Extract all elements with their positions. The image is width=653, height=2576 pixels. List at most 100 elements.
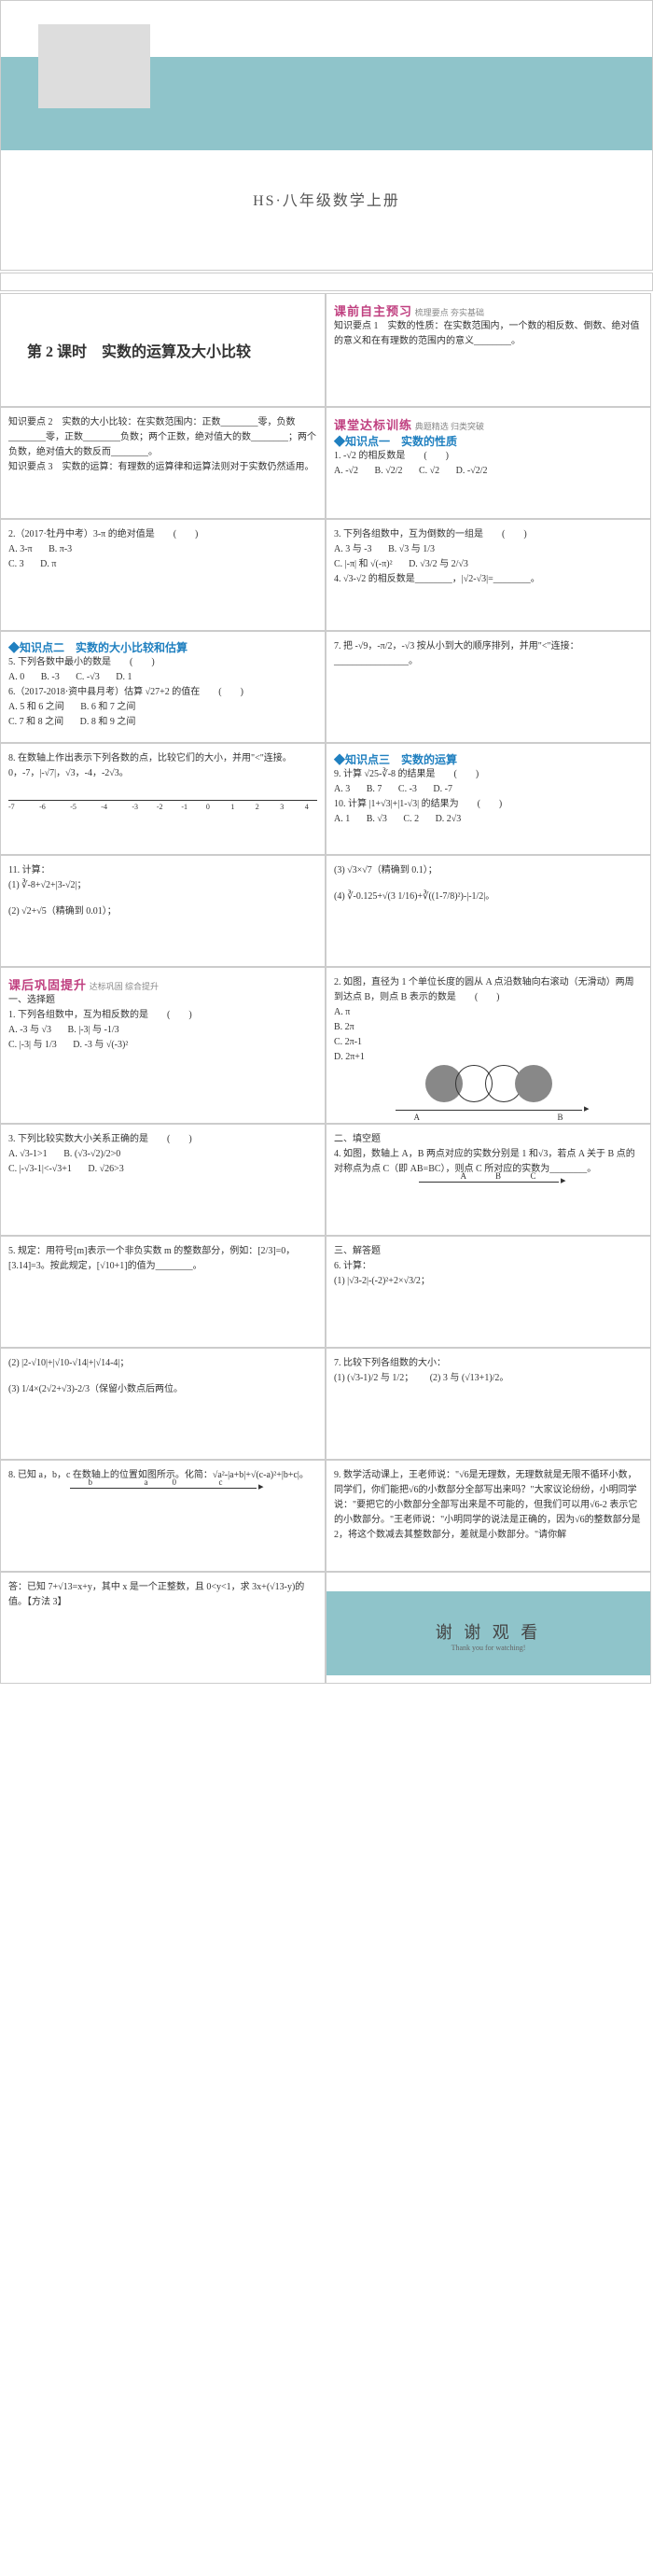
q9-b: B. 7 [367,782,382,797]
kp2-slide: 知识要点 2 实数的大小比较：在实数范围内：正数________零，负数____… [0,407,326,519]
q5-b: B. -3 [41,670,60,685]
q2-b: B. π-3 [49,542,72,557]
preclass-header: 课前自主预习 [334,304,412,318]
q5-q6-slide: ◆知识点二 实数的大小比较和估算 5. 下列各数中最小的数是 ( ) A. 0 … [0,631,326,743]
q9-d: D. -7 [433,782,452,797]
title-slide: HS·八年级数学上册 [0,0,653,271]
q9-c: C. -3 [398,782,417,797]
kp2-text: 知识要点 2 实数的大小比较：在实数范围内：正数________零，负数____… [8,415,317,460]
pq5-slide: 5. 规定：用符号[m]表示一个非负实数 m 的整数部分，例如：[2/3]=0，… [0,1236,326,1348]
pq1-c: C. |-3| 与 1/3 [8,1038,57,1053]
lesson-title: 第 2 课时 实数的运算及大小比较 [8,301,317,399]
abc-axis-2: b a 0 c [70,1488,257,1489]
preclass-slide: 课前自主预习 梳理要点 夯实基础 知识要点 1 实数的性质：在实数范围内，一个数… [326,293,651,407]
q1-b: B. √2/2 [375,464,403,479]
pq6-23-slide: (2) |2-√10|+|√10-√14|+|√14-4|； (3) 1/4×(… [0,1348,326,1460]
q10-stem: 10. 计算 |1+√3|+|1-√3| 的结果为 ( ) [334,797,643,812]
q11-34-slide: (3) √3×√7（精确到 0.1）； (4) ∛-0.125+√(3 1/16… [326,855,651,967]
pq3-b: B. (√3-√2)/2>0 [63,1147,120,1162]
q5-d: D. 1 [116,670,132,685]
pq3-a: A. √3-1>1 [8,1147,48,1162]
q11-12-slide: 11. 计算： (1) ∛-8+√2+|3-√2|； (2) √2+√5（精确到… [0,855,326,967]
post-header: 课后巩固提升 [8,978,87,992]
pq1-b: B. |-3| 与 -1/3 [68,1023,119,1038]
pq7-p1: (1) (√3-1)/2 与 1/2； [334,1371,413,1386]
q10-a: A. 1 [334,812,350,827]
abc-axis: A B C [419,1182,559,1183]
thanks-sub: Thank you for watching! [326,1644,650,1652]
q2-stem: 2.（2017·牡丹中考）3-π 的绝对值是 ( ) [8,527,317,542]
q2-a: A. 3-π [8,542,33,557]
kpt3-label: ◆知识点三 实数的运算 [334,751,643,767]
q1-d: D. -√2/2 [456,464,488,479]
pq8-slide: 8. 已知 a，b，c 在数轴上的位置如图所示。化简：√a²-|a+b|+√(c… [0,1460,326,1572]
kp3-text: 知识要点 3 实数的运算：有理数的运算律和运算法则对于实数仍然适用。 [8,460,317,475]
q1-c: C. √2 [419,464,439,479]
exercise-header: 课堂达标训练 [334,418,412,432]
pq4-text: 4. 如图，数轴上 A，B 两点对应的实数分别是 1 和√3，若点 A 关于 B… [334,1147,643,1177]
sec3-label: 三、解答题 [334,1244,643,1259]
q11-stem: 11. 计算： [8,863,317,878]
q3-d: D. √3/2 与 2/√3 [409,557,468,572]
q10-c: C. 2 [403,812,419,827]
pq2-slide: 2. 如图，直径为 1 个单位长度的圆从 A 点沿数轴向右滚动（无滑动）两周到达… [326,967,651,1124]
q9-a: A. 3 [334,782,350,797]
q1-a: A. -√2 [334,464,358,479]
exercise-sub: 典题精选 归类突破 [415,422,484,431]
kp1-text: 知识要点 1 实数的性质：在实数范围内，一个数的相反数、倒数、绝对值的意义和在有… [334,319,643,349]
pq1-stem: 1. 下列各组数中，互为相反数的是 ( ) [8,1008,317,1023]
q2-slide: 2.（2017·牡丹中考）3-π 的绝对值是 ( ) A. 3-π B. π-3… [0,519,326,631]
q6-d: D. 8 和 9 之间 [80,715,136,730]
pq6-slide: 三、解答题 6. 计算： (1) |√3-2|-(-2)²+2×√3/2； [326,1236,651,1348]
pq6-p1: (1) |√3-2|-(-2)²+2×√3/2； [334,1274,643,1289]
lesson-title-slide: 第 2 课时 实数的运算及大小比较 [0,293,326,407]
pq4-slide: 二、填空题 4. 如图，数轴上 A，B 两点对应的实数分别是 1 和√3，若点 … [326,1124,651,1236]
pq2-d: D. 2π+1 [334,1050,365,1065]
pq2-b: B. 2π [334,1020,354,1035]
q8-slide: 8. 在数轴上作出表示下列各数的点，比较它们的大小，并用"<"连接。 0，-7，… [0,743,326,855]
thanks-slide: 谢 谢 观 看 Thank you for watching! [326,1572,651,1684]
q8-stem: 8. 在数轴上作出表示下列各数的点，比较它们的大小，并用"<"连接。 [8,751,317,766]
pq9-text: 9. 数学活动课上，王老师说："√6是无理数，无理数就是无限不循环小数，同学们，… [334,1468,643,1543]
pq3-d: D. √26>3 [88,1162,123,1177]
pq5-text: 5. 规定：用符号[m]表示一个非负实数 m 的整数部分，例如：[2/3]=0，… [8,1244,317,1274]
q7-slide: 7. 把 -√9，-π/2，-√3 按从小到大的顺序排列，并用"<"连接：___… [326,631,651,743]
rolling-circle-figure: AB [334,1065,643,1111]
q5-c: C. -√3 [76,670,100,685]
q5-a: A. 0 [8,670,24,685]
pq3-slide: 3. 下列比较实数大小关系正确的是 ( ) A. √3-1>1 B. (√3-√… [0,1124,326,1236]
title-band [1,57,652,150]
pq7-p2: (2) 3 与 (√13+1)/2。 [430,1371,509,1386]
q9-q10-slide: ◆知识点三 实数的运算 9. 计算 √25-∛-8 的结果是 ( ) A. 3 … [326,743,651,855]
q6-stem: 6.（2017-2018·资中县月考）估算 √27+2 的值在 ( ) [8,685,317,700]
q6-b: B. 6 和 7 之间 [80,700,135,715]
q6-a: A. 5 和 6 之间 [8,700,64,715]
q5-stem: 5. 下列各数中最小的数是 ( ) [8,655,317,670]
kpt2-label: ◆知识点二 实数的大小比较和估算 [8,639,317,655]
pq2-c: C. 2π-1 [334,1035,362,1050]
thanks-band: 谢 谢 观 看 Thank you for watching! [326,1591,650,1675]
q11-p4: (4) ∛-0.125+√(3 1/16)+∛((1-7/8)²)-|-1/2|… [334,889,643,904]
number-line: -7-6-5-4-3-2-101234 [8,800,317,814]
q3-a: A. 3 与 -3 [334,542,372,557]
pq3-c: C. |-√3-1|<-√3+1 [8,1162,72,1177]
q3-stem: 3. 下列各组数中，互为倒数的一组是 ( ) [334,527,643,542]
q10-d: D. 2√3 [436,812,462,827]
pq3-stem: 3. 下列比较实数大小关系正确的是 ( ) [8,1132,317,1147]
thanks-text: 谢 谢 观 看 [326,1619,650,1644]
pq9-slide: 9. 数学活动课上，王老师说："√6是无理数，无理数就是无限不循环小数，同学们，… [326,1460,651,1572]
pq7-slide: 7. 比较下列各组数的大小： (1) (√3-1)/2 与 1/2； (2) 3… [326,1348,651,1460]
pq8-stem: 8. 已知 a，b，c 在数轴上的位置如图所示。化简：√a²-|a+b|+√(c… [8,1468,317,1483]
answer-text: 答：已知 7+√13=x+y，其中 x 是一个正整数，且 0<y<1，求 3x+… [8,1580,317,1610]
q11-p2: (2) √2+√5（精确到 0.01）； [8,904,317,919]
q7-text: 7. 把 -√9，-π/2，-√3 按从小到大的顺序排列，并用"<"连接：___… [334,639,643,669]
pq6-stem: 6. 计算： [334,1259,643,1274]
title-image-placeholder [38,24,150,108]
q4-text: 4. √3-√2 的相反数是________，|√2-√3|=________。 [334,572,643,587]
q2-d: D. π [40,557,56,572]
pq6-p3: (3) 1/4×(2√2+√3)-2/3（保留小数点后两位。 [8,1382,317,1397]
q11-p3: (3) √3×√7（精确到 0.1）； [334,863,643,878]
q10-b: B. √3 [367,812,387,827]
q8-nums: 0，-7，|-√7|，√3，-4，-2√3。 [8,766,317,781]
q2-c: C. 3 [8,557,24,572]
